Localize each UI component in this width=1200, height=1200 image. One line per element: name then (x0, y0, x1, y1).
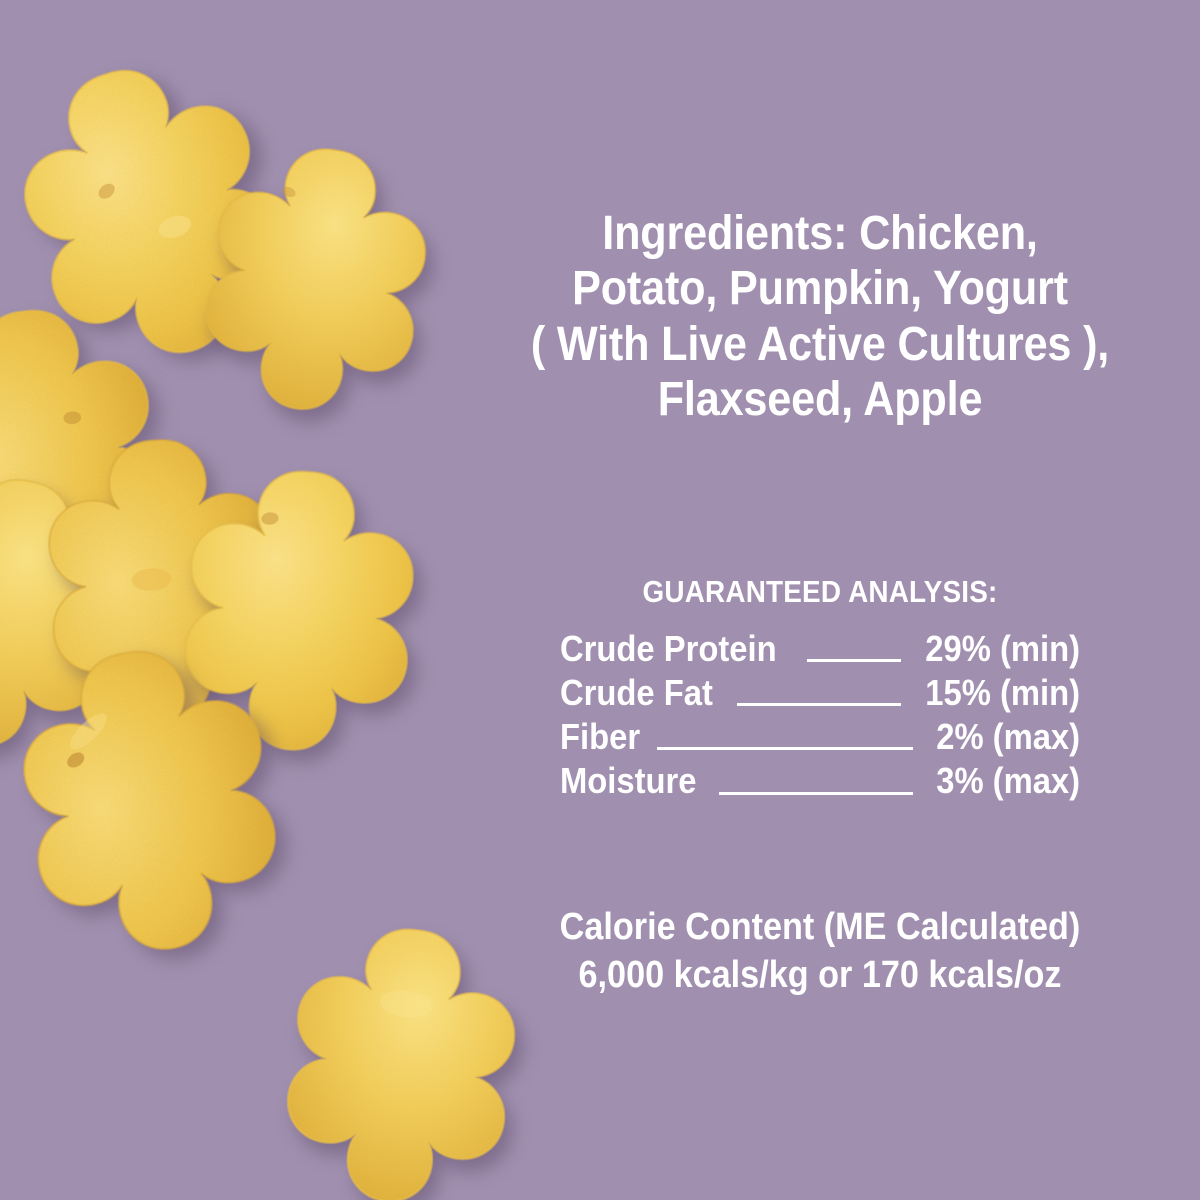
leader-line (657, 746, 913, 751)
leader-line (737, 702, 901, 707)
flower-treat (177, 123, 463, 438)
flower-treat (0, 619, 321, 980)
leader-line (719, 791, 913, 795)
leader-line (807, 658, 901, 662)
flower-treat (162, 453, 444, 769)
ingredients-line: ( With Live Active Cultures ), (530, 317, 1110, 371)
ingredients-block: Ingredients: Chicken, Potato, Pumpkin, Y… (478, 206, 1162, 428)
analysis-row: Crude Protein 29% (min) (560, 627, 1080, 671)
flower-treat (26, 423, 306, 736)
analysis-value: 15% (min) (925, 671, 1080, 713)
analysis-label: Fiber (560, 716, 641, 758)
nutrition-text-column: Ingredients: Chicken, Potato, Pumpkin, Y… (440, 0, 1200, 1200)
analysis-value: 2% (max) (936, 716, 1080, 758)
flower-treat (0, 447, 159, 781)
analysis-label: Crude Protein (560, 627, 777, 669)
ingredients-line: Ingredients: Chicken, (602, 207, 1038, 260)
guaranteed-analysis-block: GUARANTEED ANALYSIS: Crude Protein 29% (… (440, 574, 1200, 804)
calorie-content-block: Calorie Content (ME Calculated) 6,000 kc… (478, 904, 1162, 1000)
calorie-content-line: 6,000 kcals/kg or 170 kcals/oz (578, 953, 1062, 996)
analysis-value: 29% (min) (925, 627, 1080, 669)
calorie-content-line: Calorie Content (ME Calculated) (559, 906, 1081, 948)
analysis-row: Moisture 3% (max) (560, 759, 1080, 803)
flower-treat (0, 287, 193, 619)
guaranteed-analysis-rows: Crude Protein 29% (min) Crude Fat 15% (m… (560, 627, 1080, 804)
analysis-value: 3% (max) (936, 760, 1080, 802)
analysis-row: Fiber 2% (max) (560, 715, 1080, 759)
ingredients-line: Flaxseed, Apple (657, 373, 983, 427)
analysis-label: Moisture (560, 760, 697, 802)
flower-treat (0, 21, 332, 401)
ingredients-line: Potato, Pumpkin, Yogurt (572, 262, 1068, 316)
analysis-label: Crude Fat (560, 671, 713, 713)
analysis-row: Crude Fat 15% (min) (560, 671, 1080, 715)
guaranteed-analysis-title: GUARANTEED ANALYSIS: (642, 574, 998, 609)
